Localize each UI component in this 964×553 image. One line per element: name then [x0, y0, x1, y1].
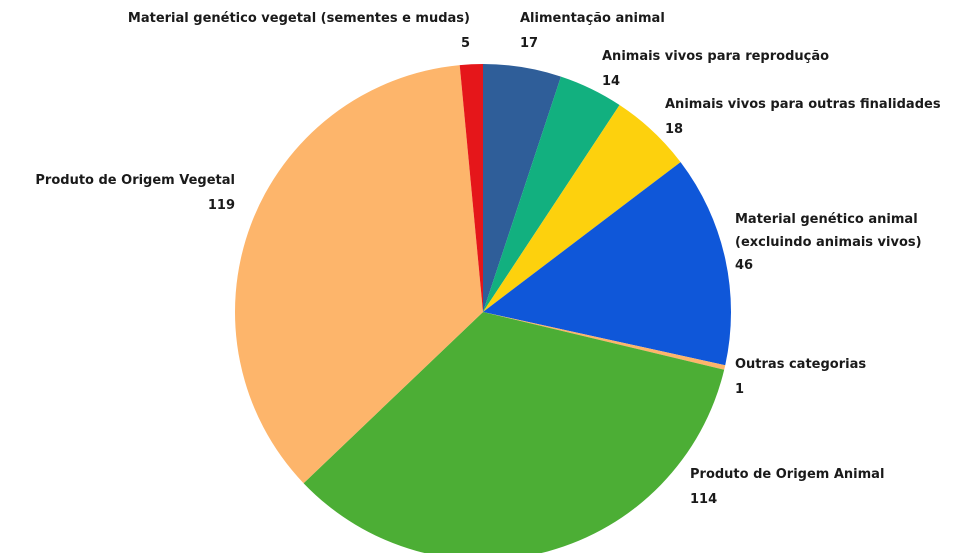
value-label: 114 [690, 492, 718, 507]
category-name: Alimentação animal [520, 11, 665, 26]
value-label: 5 [460, 36, 470, 51]
category-name: Material genético vegetal (sementes e mu… [127, 11, 470, 26]
pie-slice [483, 76, 620, 312]
slice-label: Produto de Origem Animal 114 [690, 462, 884, 512]
slice-label: Material genético animal (excluindo anim… [735, 208, 950, 277]
value-label: 1 [735, 382, 745, 397]
pie-slice [483, 312, 726, 370]
slice-label: Material genético vegetal (sementes e mu… [128, 6, 470, 56]
pie-slice [483, 162, 731, 366]
category-name: Material genético animal (excluindo anim… [735, 212, 922, 250]
pie-slice [303, 312, 725, 553]
category-name: Outras categorias [735, 357, 867, 372]
pie-slice [483, 64, 561, 312]
pie-slice [459, 64, 483, 312]
category-name: Animais vivos para outras finalidades [665, 97, 941, 112]
value-label: 14 [602, 74, 621, 89]
slice-label: Outras categorias 1 [735, 352, 866, 402]
value-label: 18 [665, 122, 684, 137]
category-name: Produto de Origem Animal [690, 467, 885, 482]
pie-slice [483, 104, 681, 312]
slice-label: Alimentação animal 17 [520, 6, 665, 56]
slice-label: Animais vivos para outras finalidades 18 [665, 92, 941, 142]
value-label: 119 [207, 198, 235, 213]
category-name: Produto de Origem Vegetal [35, 173, 235, 188]
category-name: Animais vivos para reprodução [602, 49, 830, 64]
value-label: 46 [735, 258, 754, 273]
slice-label: Produto de Origem Vegetal 119 [35, 168, 235, 218]
value-label: 17 [520, 36, 539, 51]
pie-slice [235, 65, 483, 484]
slice-label: Animais vivos para reprodução 14 [602, 44, 829, 94]
